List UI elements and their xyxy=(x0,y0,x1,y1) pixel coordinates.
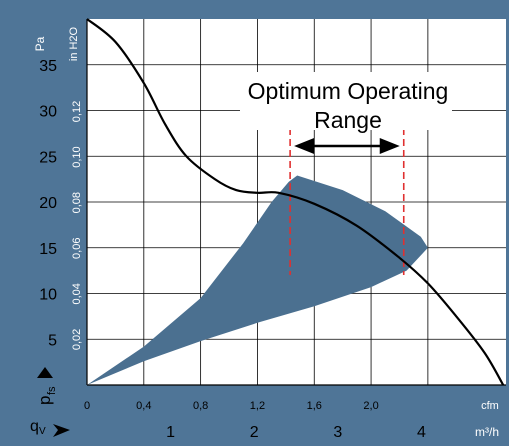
arrow-up-icon xyxy=(37,367,53,378)
y-tick-label-inh2o: 0,12 xyxy=(71,101,83,122)
optimum-area-layer xyxy=(87,175,428,385)
annotation-line2: Range xyxy=(314,107,382,133)
x-tick-label-cfm: 2,0 xyxy=(363,400,378,412)
arrow-right-head-icon xyxy=(379,138,400,154)
x-tick-label-m3h: 3 xyxy=(333,424,342,441)
tick-labels: 5 10 15 20 25 30 35 0,02 0,04 0,06 0,08 0,10 0,12 0 0,… xyxy=(39,58,426,441)
y-tick-label-inh2o: 0,04 xyxy=(71,283,83,304)
x-tick-label-cfm: 1,6 xyxy=(307,400,322,412)
x-tick-label-m3h: 2 xyxy=(250,424,259,441)
svg-text:V: V xyxy=(39,426,46,437)
svg-text:q: q xyxy=(30,418,39,435)
x-tick-label-m3h: 4 xyxy=(417,424,426,441)
x-tick-label-m3h: 1 xyxy=(166,424,175,441)
arrow-right-icon xyxy=(53,424,70,437)
range-marker-layer xyxy=(289,128,405,275)
svg-text:fs: fs xyxy=(46,386,58,395)
cfm-unit-label: cfm xyxy=(481,400,499,412)
flow-symbol: q V xyxy=(30,418,46,437)
x-tick-label-cfm: 1,2 xyxy=(250,400,265,412)
svg-text:p: p xyxy=(35,396,54,405)
pressure-symbol: p fs xyxy=(35,386,58,405)
optimum-area xyxy=(87,175,428,385)
y-tick-label-inh2o: 0,10 xyxy=(71,146,83,167)
annotation-box xyxy=(240,72,452,130)
fan-curve-line xyxy=(86,18,505,386)
x-tick-label-cfm: 0,8 xyxy=(193,400,208,412)
annotation-layer: Optimum Operating Range xyxy=(240,72,452,133)
axis-labels: Pa in H2O p fs q V cfm m³/h xyxy=(30,26,499,439)
y-tick-label-inh2o: 0,08 xyxy=(71,192,83,213)
curve-layer xyxy=(86,18,505,386)
y-tick-label-pa: 10 xyxy=(39,287,57,304)
annotation-line1: Optimum Operating xyxy=(248,78,449,104)
y-tick-label-pa: 15 xyxy=(39,241,57,258)
inh2o-unit-label: in H2O xyxy=(68,26,80,61)
y-tick-label-inh2o: 0,06 xyxy=(71,238,83,259)
x-tick-label-cfm: 0 xyxy=(84,400,90,412)
y-tick-label-inh2o: 0,02 xyxy=(71,329,83,350)
arrow-left-icon xyxy=(294,138,315,154)
y-tick-label-pa: 30 xyxy=(39,104,57,121)
pa-unit-label: Pa xyxy=(33,36,47,51)
y-tick-label-pa: 35 xyxy=(39,58,57,75)
y-tick-label-pa: 20 xyxy=(39,195,57,212)
m3h-unit-label: m³/h xyxy=(475,425,499,439)
y-tick-label-pa: 25 xyxy=(39,149,57,166)
y-tick-label-pa: 5 xyxy=(48,332,57,349)
x-tick-label-cfm: 0,4 xyxy=(136,400,151,412)
